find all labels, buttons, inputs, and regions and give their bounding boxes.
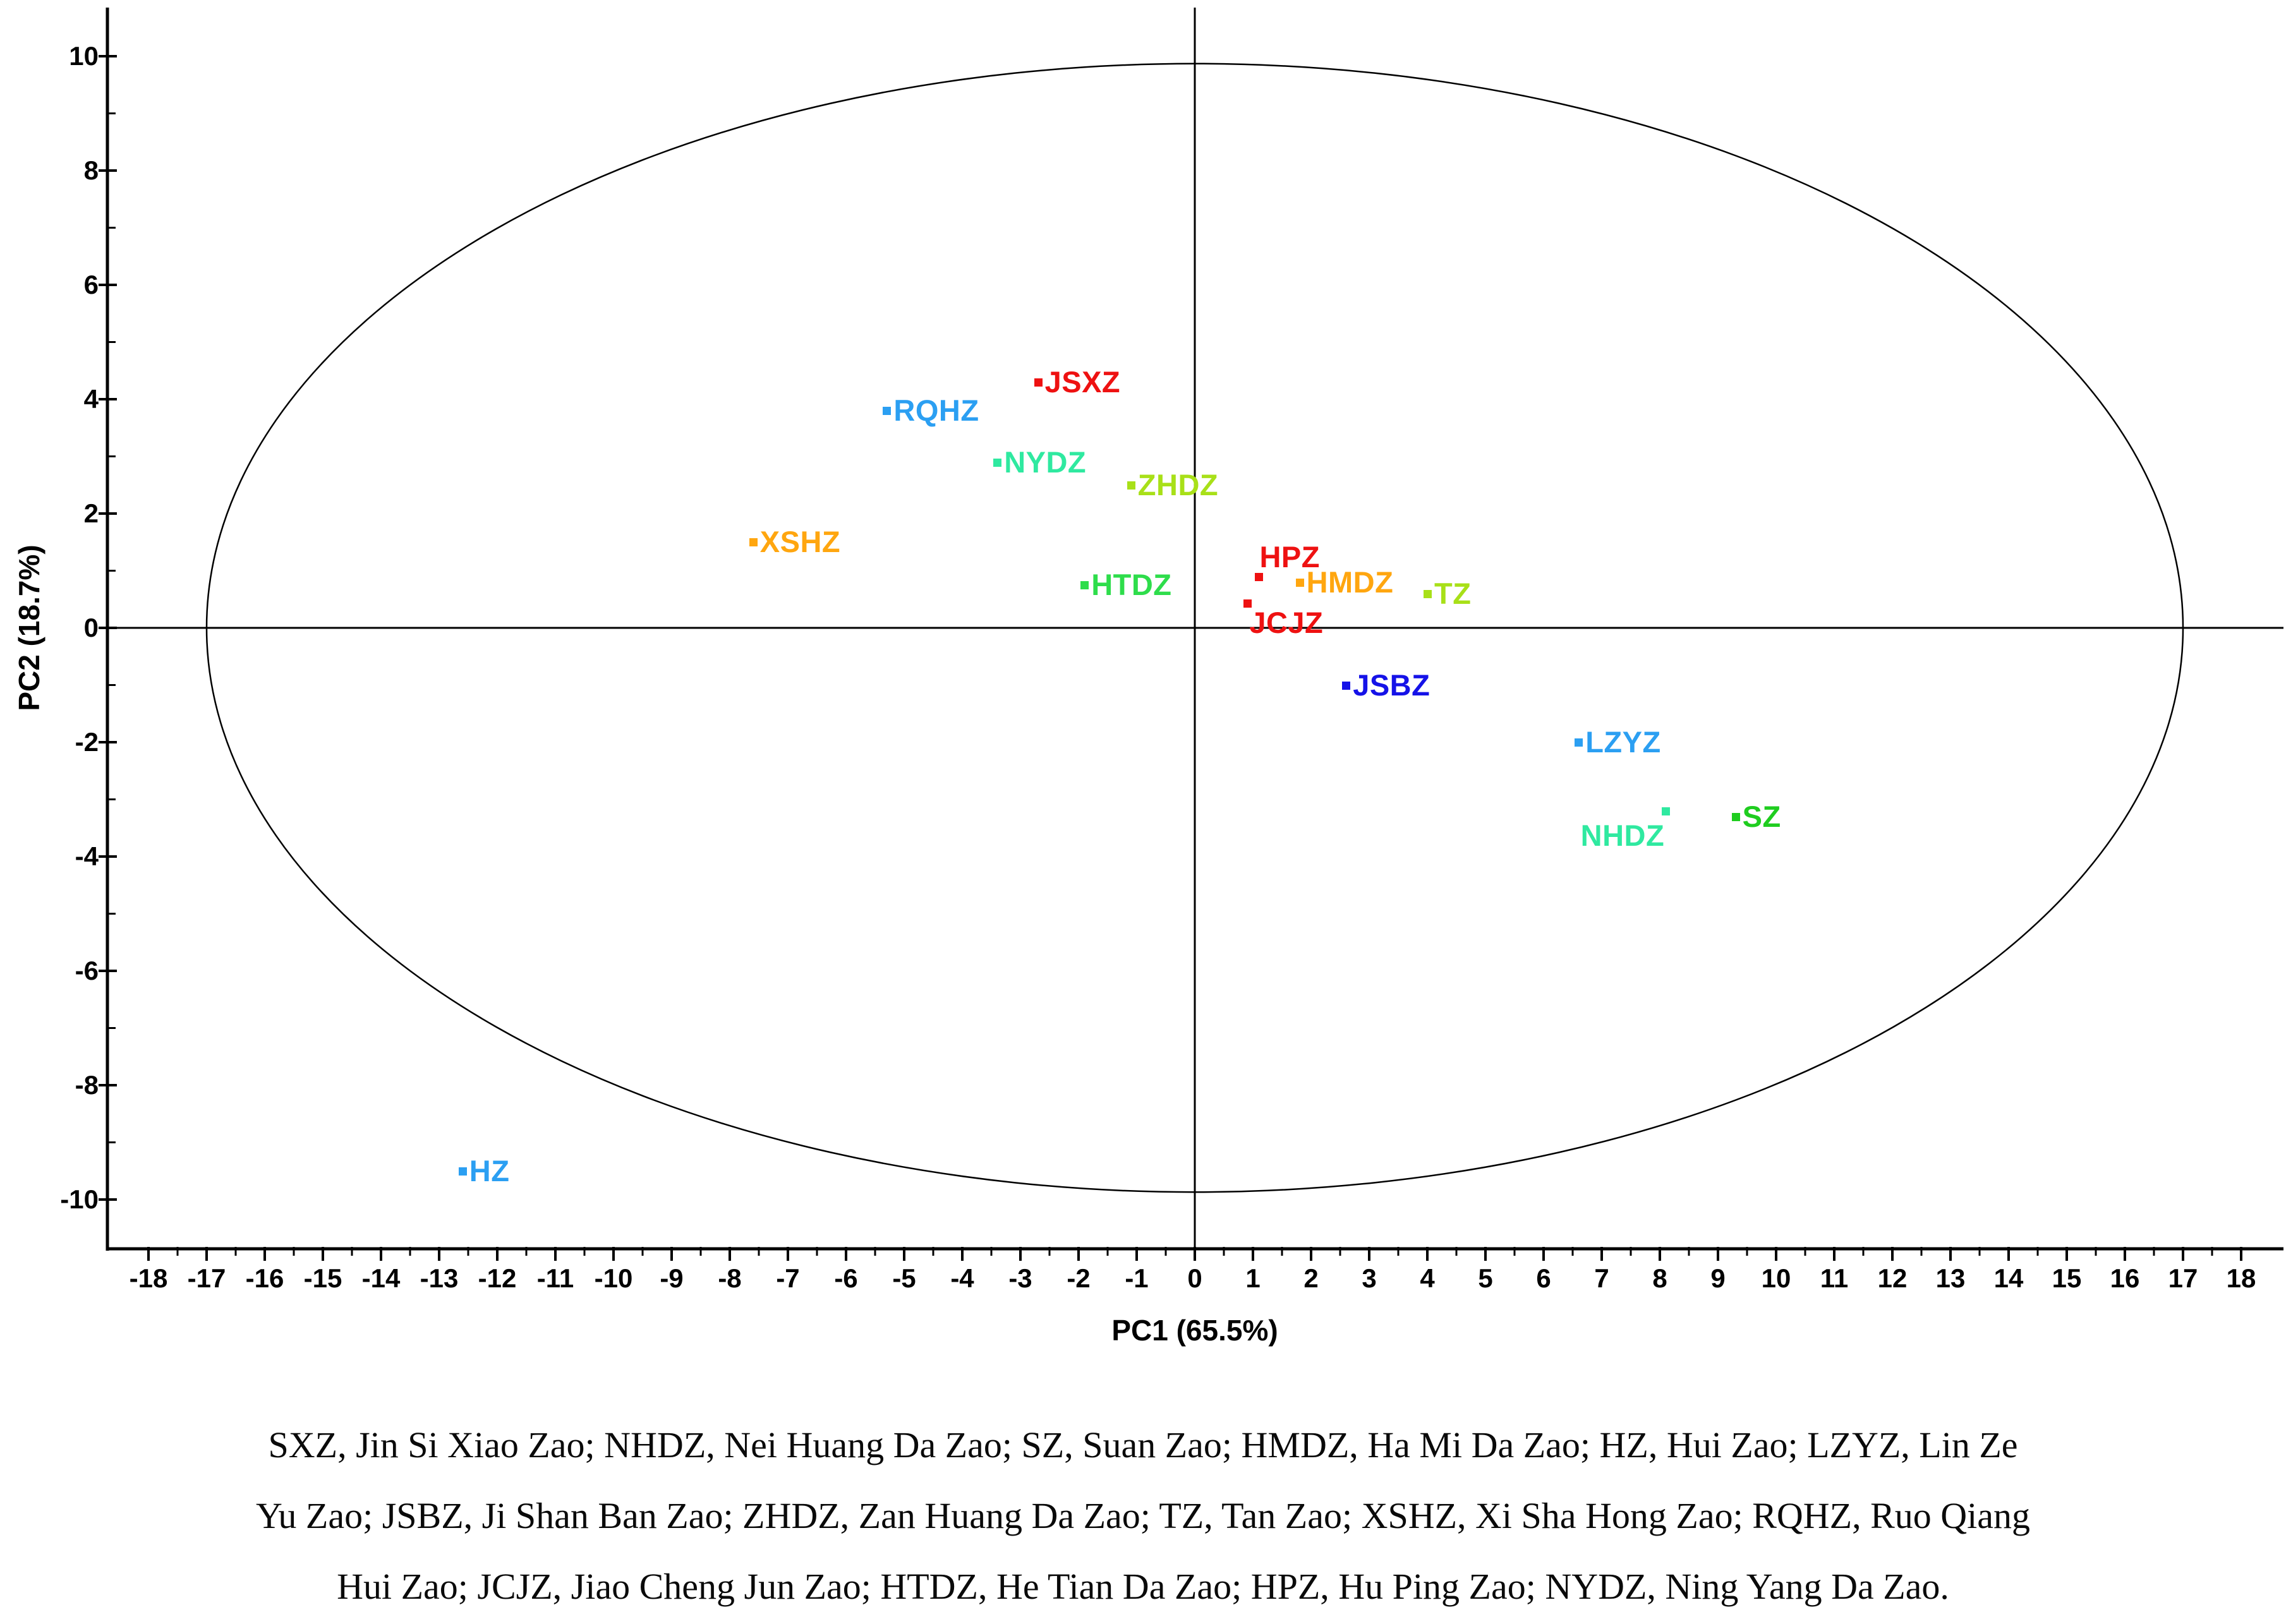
x-tick-label: -5: [892, 1263, 916, 1293]
x-tick-label: 9: [1710, 1263, 1726, 1293]
x-axis-title: PC1 (65.5%): [1111, 1314, 1278, 1347]
scatter-point-marker-ZHDZ: [1127, 481, 1135, 490]
scatter-point-label-HTDZ: HTDZ: [1091, 568, 1172, 602]
scatter-point-marker-NYDZ: [993, 459, 1001, 467]
scatter-point-marker-LZYZ: [1575, 738, 1583, 747]
scatter-point-label-JSBZ: JSBZ: [1353, 668, 1430, 702]
x-tick-label: 3: [1362, 1263, 1377, 1293]
scatter-point-label-SZ: SZ: [1742, 799, 1781, 833]
x-tick-label: 16: [2110, 1263, 2140, 1293]
x-tick-label: -3: [1008, 1263, 1032, 1293]
scatter-point-label-NHDZ: NHDZ: [1580, 818, 1665, 852]
y-tick-label: 10: [69, 41, 99, 71]
y-tick-label: 6: [83, 270, 99, 299]
y-tick-label: 0: [83, 613, 99, 642]
scatter-point-label-ZHDZ: ZHDZ: [1137, 467, 1219, 502]
x-tick-label: 0: [1187, 1263, 1202, 1293]
x-tick-label: -13: [420, 1263, 459, 1293]
x-tick-label: -14: [361, 1263, 401, 1293]
scatter-point-label-XSHZ: XSHZ: [759, 525, 841, 559]
x-tick-label: 7: [1594, 1263, 1609, 1293]
x-tick-label: 2: [1303, 1263, 1319, 1293]
x-tick-label: 18: [2226, 1263, 2256, 1293]
x-tick-label: -15: [303, 1263, 342, 1293]
y-tick-label: -10: [60, 1184, 99, 1214]
y-tick-label: 8: [83, 155, 99, 185]
x-tick-label: -7: [776, 1263, 800, 1293]
x-tick-label: 15: [2052, 1263, 2082, 1293]
x-tick-label: -12: [478, 1263, 517, 1293]
scatter-point-label-NYDZ: NYDZ: [1004, 445, 1087, 479]
scatter-point-marker-JSBZ: [1342, 682, 1350, 690]
x-tick-label: 14: [1993, 1263, 2024, 1293]
x-tick-label: 17: [2168, 1263, 2198, 1293]
x-tick-label: -11: [536, 1263, 574, 1293]
x-tick-label: -8: [718, 1263, 742, 1293]
y-tick-label: -8: [75, 1070, 99, 1100]
x-tick-label: -2: [1067, 1263, 1091, 1293]
scatter-point-marker-NHDZ: [1662, 807, 1670, 815]
x-tick-label: -9: [660, 1263, 684, 1293]
scatter-point-label-JCJZ: JCJZ: [1249, 606, 1324, 640]
scatter-point-label-HZ: HZ: [469, 1153, 510, 1188]
scatter-point-marker-JCJZ: [1243, 599, 1252, 608]
x-tick-label: 4: [1420, 1263, 1435, 1293]
y-tick-label: -4: [75, 841, 99, 871]
hotelling-ellipse: [205, 63, 2184, 1193]
y-tick-label: 4: [83, 384, 99, 414]
scatter-point-label-JSXZ: JSXZ: [1044, 364, 1121, 399]
scatter-point-marker-TZ: [1424, 590, 1432, 598]
scatter-point-label-TZ: TZ: [1434, 576, 1472, 610]
scatter-point-marker-XSHZ: [749, 538, 758, 546]
scatter-point-marker-HZ: [459, 1167, 467, 1176]
x-tick-label: -18: [129, 1263, 168, 1293]
scatter-point-marker-SZ: [1732, 813, 1740, 821]
scatter-point-marker-HPZ: [1255, 573, 1263, 581]
scatter-point-label-HMDZ: HMDZ: [1306, 565, 1394, 599]
scatter-point-marker-HTDZ: [1080, 581, 1089, 589]
x-tick-label: 12: [1877, 1263, 1908, 1293]
x-tick-label: -16: [245, 1263, 284, 1293]
x-tick-label: -4: [950, 1263, 974, 1293]
x-tick-label: -1: [1125, 1263, 1149, 1293]
y-tick-label: 2: [83, 498, 99, 528]
x-tick-label: -17: [187, 1263, 226, 1293]
x-tick-label: 5: [1478, 1263, 1493, 1293]
caption-line-3: Hui Zao; JCJZ, Jiao Cheng Jun Zao; HTDZ,…: [337, 1566, 1949, 1607]
scatter-point-label-HPZ: HPZ: [1259, 539, 1320, 574]
x-tick-label: 13: [1935, 1263, 1966, 1293]
caption-line-1: SXZ, Jin Si Xiao Zao; NHDZ, Nei Huang Da…: [268, 1424, 2018, 1465]
scatter-point-label-LZYZ: LZYZ: [1585, 725, 1661, 759]
x-tick-label: 11: [1820, 1263, 1849, 1293]
scatter-point-marker-JSXZ: [1034, 378, 1043, 387]
x-tick-label: -6: [834, 1263, 858, 1293]
caption-line-2: Yu Zao; JSBZ, Ji Shan Ban Zao; ZHDZ, Zan…: [255, 1495, 2031, 1536]
x-tick-label: 6: [1536, 1263, 1551, 1293]
scatter-point-marker-RQHZ: [883, 407, 891, 415]
x-tick-label: 8: [1652, 1263, 1667, 1293]
y-axis-title: PC2 (18.7%): [13, 544, 45, 711]
scatter-point-marker-HMDZ: [1296, 579, 1304, 587]
scatter-point-label-RQHZ: RQHZ: [893, 394, 979, 428]
figure-caption: SXZ, Jin Si Xiao Zao; NHDZ, Nei Huang Da…: [0, 1410, 2286, 1622]
y-tick-label: -6: [75, 956, 99, 985]
y-tick-label: -2: [75, 727, 99, 757]
x-tick-label: 10: [1761, 1263, 1791, 1293]
x-tick-label: 1: [1245, 1263, 1261, 1293]
x-tick-label: -10: [594, 1263, 633, 1293]
